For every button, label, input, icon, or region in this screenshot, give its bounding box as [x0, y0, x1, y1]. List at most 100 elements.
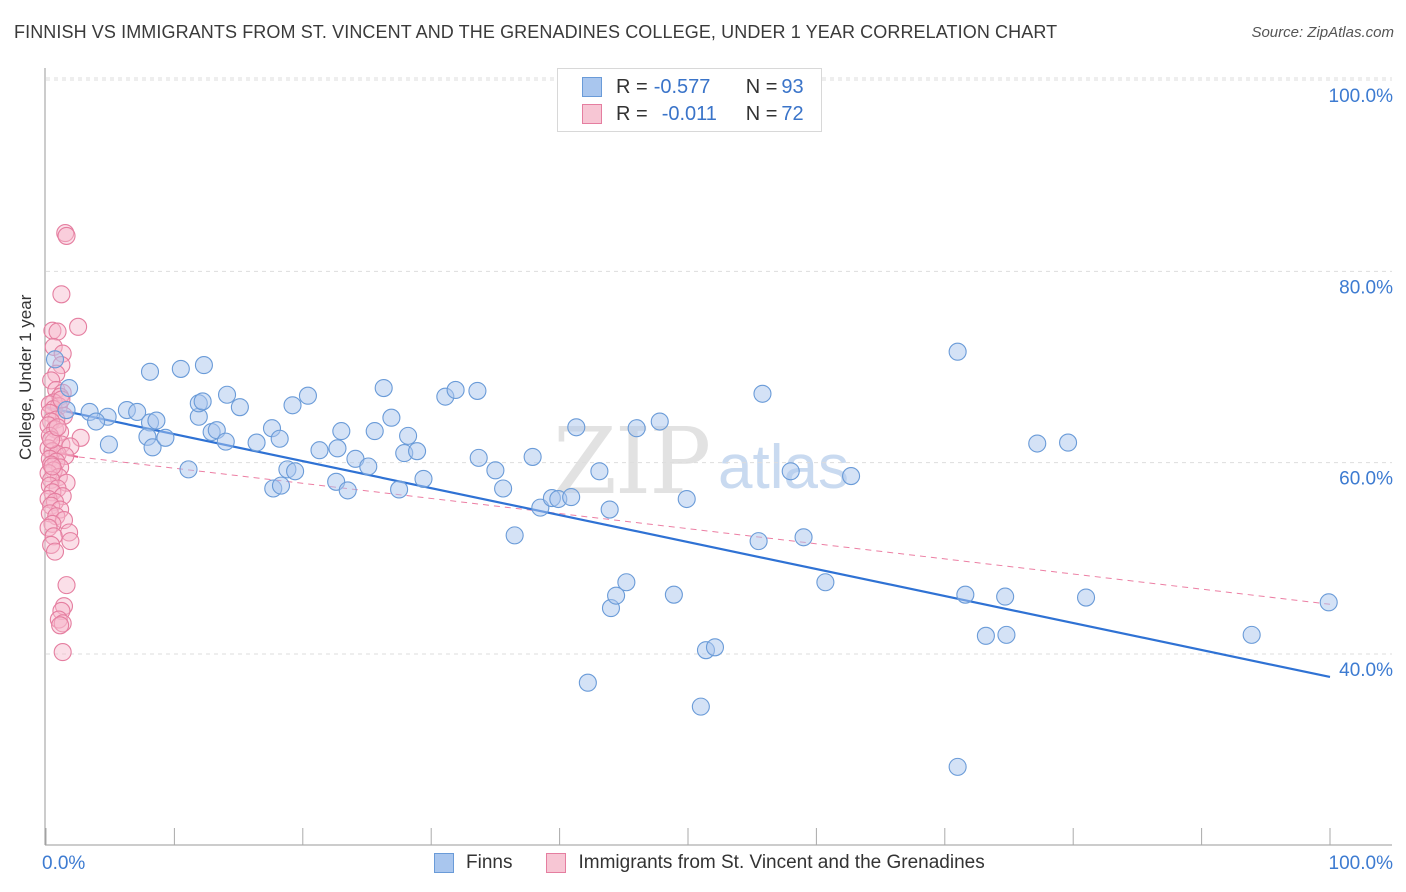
- immigrants-points: [39, 224, 90, 662]
- legend-r-label: R =: [616, 75, 648, 98]
- immigrants-point: [52, 285, 71, 304]
- finns-point: [328, 439, 347, 458]
- finns-point: [365, 422, 384, 441]
- finns-point: [147, 411, 166, 430]
- immigrants-point: [48, 418, 67, 437]
- immigrants-point: [57, 226, 76, 245]
- legend-swatch-immigrants: [582, 104, 602, 124]
- finns-point: [753, 384, 772, 403]
- grid-lines: [46, 77, 1392, 655]
- finns-point: [230, 398, 249, 417]
- finns-point: [486, 461, 505, 480]
- finns-point: [607, 586, 626, 605]
- finns-point: [143, 438, 162, 457]
- finns-point: [505, 526, 524, 545]
- finns-point: [156, 428, 175, 447]
- finns-points: [45, 342, 1338, 776]
- finns-point: [332, 422, 351, 441]
- immigrants-point: [45, 542, 65, 561]
- finns-point: [794, 528, 813, 547]
- y-axis-label: College, Under 1 year: [16, 294, 35, 460]
- finns-point: [128, 402, 147, 422]
- finns-point: [705, 638, 725, 657]
- finns-point: [216, 432, 235, 451]
- finns-point: [567, 418, 586, 437]
- legend-row-finns: R = -0.577 N = 93: [582, 74, 804, 100]
- finns-point: [781, 462, 800, 481]
- finns-point: [691, 697, 710, 716]
- immigrants-point: [51, 616, 70, 635]
- finns-point: [310, 441, 329, 460]
- trend-lines: [45, 406, 1331, 679]
- series-legend: Finns Immigrants from St. Vincent and th…: [434, 852, 1019, 874]
- immigrants-point: [53, 643, 72, 662]
- chart-title: FINNISH VS IMMIGRANTS FROM ST. VINCENT A…: [14, 22, 1058, 42]
- immigrants-point: [61, 532, 80, 551]
- immigrants-legend-label: Immigrants from St. Vincent and the Gren…: [578, 852, 985, 873]
- tick-labels: 40.0% 60.0% 80.0% 100.0% 0.0% 100.0%: [42, 86, 1393, 874]
- finns-point: [270, 429, 289, 448]
- finns-point: [283, 396, 302, 415]
- finns-point: [1076, 588, 1096, 607]
- finns-point: [816, 573, 835, 592]
- finns-point: [948, 757, 967, 776]
- finns-point: [749, 532, 768, 551]
- finns-point: [997, 625, 1016, 644]
- legend-r-value-finns: -0.577: [653, 75, 711, 98]
- immigrants-trend-solid: [45, 449, 79, 458]
- legend-r-value-immigrants: -0.011: [661, 102, 717, 125]
- finns-point: [140, 362, 160, 381]
- finns-swatch: [434, 853, 454, 873]
- legend-row-immigrants: R = -0.011 N = 72: [582, 101, 804, 127]
- finns-point: [247, 433, 266, 452]
- finns-point: [1059, 433, 1078, 452]
- finns-point: [976, 626, 995, 645]
- finns-point: [617, 573, 636, 592]
- legend-item-finns[interactable]: Finns: [434, 852, 512, 874]
- finns-point: [842, 467, 861, 486]
- finns-point: [271, 476, 291, 495]
- finns-point: [179, 460, 198, 479]
- immigrants-trend-line: [45, 452, 1331, 605]
- source-label: Source: ZipAtlas.com: [1251, 24, 1394, 41]
- finns-point: [468, 381, 487, 400]
- immigrants-point: [39, 518, 58, 537]
- y-tick-label-100: 100.0%: [1329, 86, 1394, 107]
- immigrants-point: [43, 457, 62, 476]
- legend-n-label: N =: [745, 75, 778, 98]
- finns-point: [650, 412, 669, 431]
- immigrants-point: [42, 371, 61, 390]
- finns-point: [57, 400, 76, 420]
- finns-point: [298, 386, 317, 405]
- immigrants-point: [43, 321, 62, 340]
- finns-point: [578, 673, 597, 692]
- finns-point: [494, 479, 513, 498]
- finns-legend-label: Finns: [466, 852, 513, 873]
- finns-point: [359, 457, 378, 476]
- y-tick-label-40: 40.0%: [1339, 660, 1393, 681]
- finns-point: [408, 442, 427, 461]
- finns-point: [948, 342, 967, 361]
- finns-point: [590, 462, 609, 481]
- legend-item-immigrants[interactable]: Immigrants from St. Vincent and the Gren…: [546, 852, 985, 874]
- finns-point: [286, 462, 305, 481]
- finns-point: [45, 350, 65, 369]
- finns-point: [193, 392, 212, 411]
- finns-point: [677, 489, 696, 509]
- immigrants-point: [42, 496, 61, 515]
- immigrants-swatch: [546, 853, 567, 873]
- immigrants-point: [53, 614, 72, 633]
- x-tick-label-100: 100.0%: [1329, 853, 1394, 874]
- finns-point: [99, 435, 118, 454]
- y-tick-label-80: 80.0%: [1339, 277, 1393, 298]
- correlation-legend: R = -0.577 N = 93 R = -0.011 N = 72: [557, 68, 822, 132]
- finns-point: [1319, 593, 1338, 612]
- legend-swatch-finns: [582, 77, 602, 97]
- immigrants-point: [57, 576, 76, 595]
- finns-point: [374, 378, 393, 398]
- immigrants-point: [48, 322, 67, 341]
- x-tick-label-0: 0.0%: [42, 853, 85, 874]
- finns-point: [1028, 434, 1047, 453]
- finns-point: [523, 447, 542, 466]
